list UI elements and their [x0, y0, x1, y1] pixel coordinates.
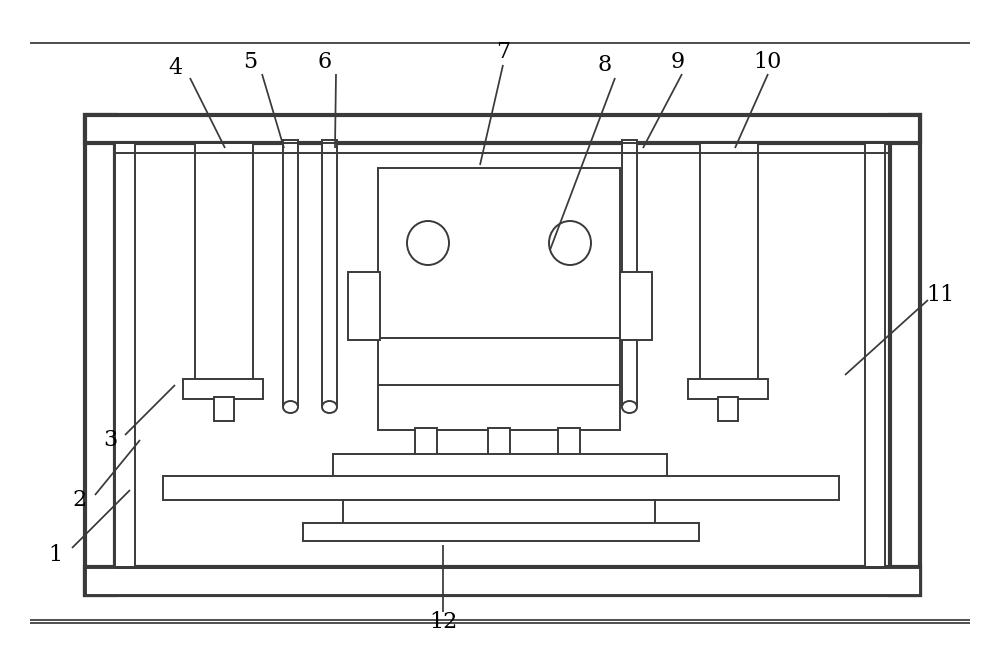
Text: 6: 6 — [318, 51, 332, 73]
Bar — [700, 143, 758, 380]
Bar — [85, 567, 920, 595]
Bar — [865, 143, 885, 567]
Text: 10: 10 — [753, 51, 781, 73]
Bar — [718, 397, 738, 421]
Bar — [195, 143, 253, 380]
Text: 7: 7 — [496, 41, 510, 63]
Bar — [488, 428, 510, 455]
Bar — [85, 115, 920, 143]
Ellipse shape — [322, 401, 337, 413]
Text: 11: 11 — [926, 284, 954, 306]
Bar — [343, 500, 655, 525]
Bar — [333, 454, 667, 478]
Bar — [620, 272, 652, 340]
Bar — [283, 140, 298, 405]
Ellipse shape — [407, 221, 449, 265]
Text: 8: 8 — [598, 54, 612, 76]
Bar — [622, 140, 637, 405]
Text: 2: 2 — [73, 489, 87, 511]
Text: 4: 4 — [168, 57, 182, 79]
Bar — [85, 115, 115, 595]
Bar — [322, 140, 337, 405]
Bar — [214, 397, 234, 421]
Bar — [378, 338, 620, 430]
Bar — [163, 476, 839, 500]
Text: 9: 9 — [671, 51, 685, 73]
Bar — [415, 428, 437, 455]
Bar — [115, 143, 135, 567]
Bar — [303, 523, 699, 541]
Bar — [378, 168, 620, 340]
Text: 5: 5 — [243, 51, 257, 73]
Bar — [688, 379, 768, 399]
Bar — [558, 428, 580, 455]
Bar — [85, 567, 920, 595]
Text: 1: 1 — [48, 544, 62, 566]
Ellipse shape — [549, 221, 591, 265]
Ellipse shape — [622, 401, 637, 413]
Bar — [890, 115, 920, 595]
Bar — [183, 379, 263, 399]
Ellipse shape — [283, 401, 298, 413]
Bar — [348, 272, 380, 340]
Text: 12: 12 — [429, 611, 457, 633]
Text: 3: 3 — [103, 429, 117, 451]
